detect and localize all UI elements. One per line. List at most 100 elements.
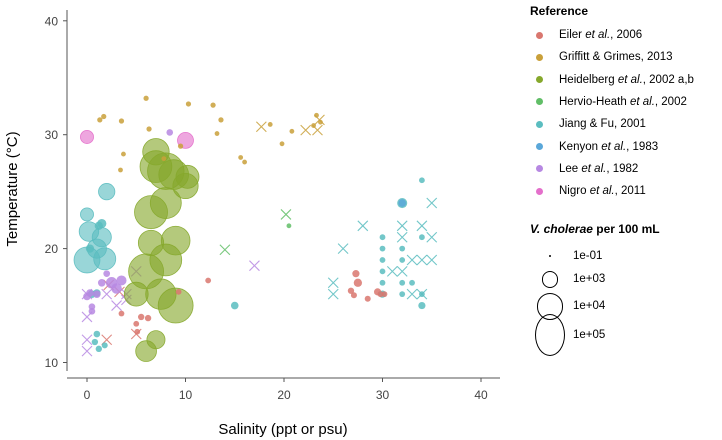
legend-item-heidelberg: Heidelberg et al., 2002 a,b bbox=[535, 70, 694, 90]
x-tick-label: 30 bbox=[376, 388, 390, 402]
data-point bbox=[379, 279, 386, 286]
legend-size-label: 1e+03 bbox=[573, 273, 606, 286]
data-point bbox=[133, 320, 140, 327]
legend-swatch bbox=[536, 53, 543, 61]
legend-label: Kenyon et al., 1983 bbox=[559, 140, 659, 153]
data-point bbox=[238, 155, 244, 160]
data-point bbox=[350, 292, 357, 299]
legend-size-title: V. cholerae per 100 mL bbox=[530, 222, 660, 236]
legend-swatch bbox=[536, 120, 543, 128]
cross-marker bbox=[255, 121, 267, 133]
data-point bbox=[134, 328, 141, 335]
legend-item-lee: Lee et al., 1982 bbox=[535, 159, 638, 179]
cross-marker bbox=[416, 254, 428, 266]
legend-swatch bbox=[536, 143, 543, 150]
data-point bbox=[314, 112, 319, 118]
data-point bbox=[143, 95, 149, 101]
data-point bbox=[214, 131, 220, 136]
data-point bbox=[419, 291, 425, 298]
data-point bbox=[146, 126, 152, 132]
cross-marker bbox=[406, 288, 418, 300]
data-point bbox=[279, 141, 285, 147]
cross-marker bbox=[81, 334, 93, 346]
data-point bbox=[398, 199, 407, 207]
x-tick-label: 10 bbox=[179, 388, 193, 402]
data-point bbox=[399, 257, 406, 263]
data-point bbox=[88, 303, 96, 311]
data-point bbox=[111, 283, 122, 294]
data-point bbox=[381, 291, 388, 298]
data-point bbox=[175, 288, 182, 295]
y-axis-title: Temperature (°C) bbox=[4, 131, 21, 246]
data-point bbox=[318, 119, 323, 125]
y-tick-label: 20 bbox=[45, 242, 59, 256]
legend-swatch bbox=[536, 98, 543, 106]
data-point bbox=[379, 268, 386, 275]
data-point bbox=[88, 307, 96, 315]
data-point bbox=[85, 244, 95, 253]
data-point bbox=[399, 291, 406, 298]
data-point bbox=[379, 257, 386, 263]
data-point bbox=[379, 245, 386, 252]
data-point bbox=[118, 118, 125, 124]
legend-swatch bbox=[536, 187, 543, 195]
data-point bbox=[175, 164, 200, 189]
y-tick-label: 30 bbox=[45, 128, 59, 142]
data-point bbox=[177, 143, 184, 149]
cross-marker bbox=[327, 288, 339, 300]
data-point bbox=[286, 223, 292, 229]
cross-markers-layer bbox=[81, 114, 438, 357]
data-point bbox=[399, 245, 406, 252]
data-point bbox=[409, 279, 415, 286]
cross-marker bbox=[426, 254, 438, 266]
data-point bbox=[80, 130, 94, 144]
y-tick-label: 40 bbox=[45, 14, 59, 28]
legend-label: Jiang & Fu, 2001 bbox=[559, 118, 646, 131]
data-point bbox=[347, 287, 355, 294]
data-point bbox=[142, 138, 170, 166]
data-point bbox=[364, 295, 371, 302]
data-point bbox=[118, 310, 125, 317]
legend-item-griffitt: Griffitt & Grimes, 2013 bbox=[535, 47, 673, 67]
axes bbox=[66, 10, 500, 379]
data-point bbox=[267, 122, 273, 127]
data-point bbox=[419, 177, 425, 184]
legend-size-item: 1e-01 bbox=[535, 247, 602, 265]
legend-label: Nigro et al., 2011 bbox=[559, 185, 646, 198]
data-point bbox=[205, 277, 212, 284]
data-point bbox=[137, 313, 145, 321]
data-point bbox=[242, 159, 248, 165]
legend-item-kenyon: Kenyon et al., 1983 bbox=[535, 137, 658, 157]
cross-marker bbox=[219, 244, 231, 256]
legend: Reference Eiler et al., 2006 Griffitt & G… bbox=[527, 0, 722, 440]
legend-reference-title: Reference bbox=[530, 4, 589, 18]
x-axis-title: Salinity (ppt or psu) bbox=[218, 421, 347, 438]
data-point bbox=[230, 301, 239, 310]
cross-marker bbox=[406, 254, 418, 266]
legend-item-nigro: Nigro et al., 2011 bbox=[535, 181, 646, 201]
data-point bbox=[166, 129, 174, 136]
data-point bbox=[80, 207, 94, 222]
cross-marker bbox=[111, 300, 122, 311]
legend-label: Eiler et al., 2006 bbox=[559, 29, 643, 41]
data-point bbox=[86, 289, 94, 297]
legend-swatch bbox=[536, 165, 543, 173]
legend-item-jiang: Jiang & Fu, 2001 bbox=[535, 114, 646, 134]
legend-swatch bbox=[536, 76, 543, 84]
legend-size-circle bbox=[535, 314, 565, 356]
data-point bbox=[93, 290, 101, 298]
data-point bbox=[95, 345, 102, 353]
legend-size-item: 1e+03 bbox=[535, 270, 605, 289]
legend-label: Hervio-Heath et al., 2002 bbox=[559, 95, 687, 108]
data-point bbox=[145, 278, 177, 310]
data-point bbox=[98, 183, 116, 201]
data-point bbox=[144, 314, 152, 322]
legend-label: Lee et al., 1982 bbox=[559, 162, 639, 175]
cross-marker bbox=[101, 288, 113, 300]
data-point bbox=[352, 270, 360, 278]
data-point bbox=[185, 101, 192, 107]
legend-size-circle bbox=[548, 254, 552, 258]
cross-marker bbox=[300, 124, 312, 136]
